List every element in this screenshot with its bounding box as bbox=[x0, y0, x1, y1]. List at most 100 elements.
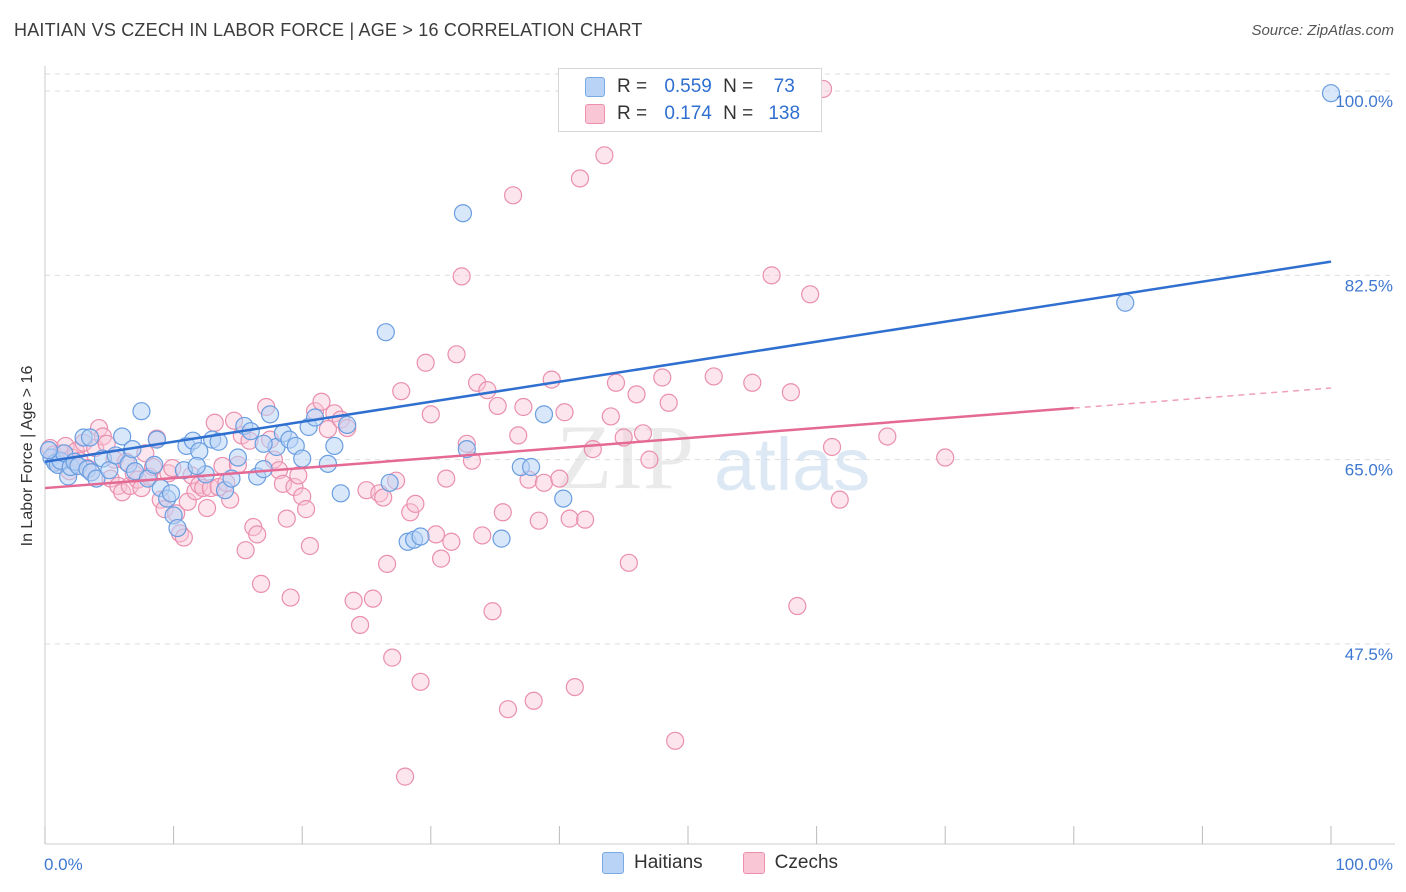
czech-point bbox=[509, 426, 528, 445]
n-label: N = bbox=[723, 103, 754, 124]
haitian-point bbox=[254, 434, 273, 453]
czech-point bbox=[452, 267, 471, 286]
czech-point bbox=[498, 700, 518, 719]
czech-point bbox=[576, 510, 595, 529]
czech-point bbox=[248, 525, 267, 544]
czech-point bbox=[822, 437, 842, 457]
haitian-point bbox=[161, 484, 181, 503]
czechs-legend-swatch bbox=[742, 852, 765, 874]
czech-point bbox=[281, 588, 300, 607]
czech-point bbox=[666, 731, 685, 750]
czechs-legend-label: Czechs bbox=[774, 852, 839, 873]
haitian-point bbox=[39, 441, 58, 460]
czech-point bbox=[627, 385, 646, 404]
czechs-n-value: 138 bbox=[768, 103, 801, 124]
haitians-trend-line bbox=[44, 260, 1332, 463]
czech-point bbox=[524, 691, 543, 710]
czechs-trend-extension bbox=[1073, 387, 1332, 409]
czech-point bbox=[392, 382, 411, 401]
haitian-point bbox=[338, 415, 357, 434]
czech-point bbox=[488, 396, 507, 416]
czech-point bbox=[377, 554, 397, 573]
haitian-point bbox=[113, 427, 132, 446]
czech-point bbox=[936, 448, 955, 467]
haitian-point bbox=[254, 460, 273, 479]
series-legend: Haitians Czechs bbox=[602, 852, 878, 874]
haitian-point bbox=[1116, 293, 1135, 312]
czech-point bbox=[478, 381, 497, 400]
czech-point bbox=[704, 367, 723, 386]
tick-labels: 47.5% 65.0% 82.5% 100.0% 0.0% 100.0% bbox=[44, 92, 1393, 874]
czech-point bbox=[251, 574, 271, 593]
haitian-point bbox=[376, 323, 395, 342]
czech-point bbox=[483, 602, 502, 621]
haitian-point bbox=[187, 456, 206, 476]
czech-point bbox=[653, 368, 672, 387]
haitian-point bbox=[492, 529, 511, 548]
czech-point bbox=[781, 383, 800, 402]
y-tick-label: 47.5% bbox=[1345, 645, 1393, 664]
czech-point bbox=[583, 440, 602, 459]
haitian-point bbox=[457, 440, 476, 459]
czech-point bbox=[344, 591, 363, 610]
czech-point bbox=[570, 169, 590, 188]
czech-point bbox=[560, 509, 579, 528]
czech-point bbox=[285, 477, 304, 497]
czech-point bbox=[534, 473, 554, 492]
czech-point bbox=[411, 672, 430, 691]
czech-point bbox=[555, 403, 574, 422]
czechs-trend-line bbox=[44, 406, 1074, 490]
czech-point bbox=[830, 490, 849, 509]
haitian-point bbox=[453, 204, 473, 223]
czech-point bbox=[447, 345, 466, 364]
czech-point bbox=[296, 500, 316, 519]
czech-point bbox=[426, 525, 446, 544]
czechs-swatch bbox=[585, 104, 605, 124]
czech-point bbox=[312, 392, 331, 411]
haitian-point bbox=[228, 448, 247, 467]
legend-item-haitians[interactable]: Haitians bbox=[602, 852, 703, 874]
haitians-r-value: 0.559 bbox=[664, 76, 712, 97]
czech-point bbox=[659, 393, 678, 412]
x-tick-label: 100.0% bbox=[1335, 855, 1393, 874]
czech-point bbox=[550, 469, 569, 488]
source-credit: Source: ZipAtlas.com bbox=[1251, 22, 1394, 39]
czechs-r-value: 0.174 bbox=[664, 103, 712, 124]
czech-point bbox=[205, 413, 224, 432]
haitians-n-value: 73 bbox=[773, 76, 795, 97]
legend-item-czechs[interactable]: Czechs bbox=[742, 852, 839, 874]
haitians-legend-swatch bbox=[602, 852, 624, 874]
haitian-point bbox=[522, 457, 541, 477]
czech-point bbox=[289, 466, 308, 485]
czech-point bbox=[350, 615, 370, 635]
n-label: N = bbox=[723, 76, 754, 97]
czech-point bbox=[383, 648, 402, 667]
czech-point bbox=[565, 677, 584, 697]
czech-point bbox=[878, 427, 897, 446]
haitian-point bbox=[1321, 84, 1341, 103]
r-label: R = bbox=[617, 76, 648, 97]
haitian-point bbox=[132, 402, 151, 421]
czech-point bbox=[493, 503, 512, 522]
czech-point bbox=[619, 553, 638, 572]
czech-point bbox=[406, 494, 425, 513]
x-tick-label: 0.0% bbox=[44, 855, 83, 874]
czech-point bbox=[363, 589, 383, 608]
haitian-point bbox=[305, 408, 325, 427]
haitian-point bbox=[411, 527, 430, 546]
haitian-point bbox=[380, 473, 399, 492]
czech-point bbox=[300, 536, 320, 556]
haitians-legend-label: Haitians bbox=[634, 852, 703, 873]
legend-row-czechs: R = 0.174 N = 138 bbox=[585, 102, 809, 126]
legend-row-haitians: R = 0.559 N = 73 bbox=[585, 75, 809, 99]
trend-lines bbox=[44, 260, 1332, 490]
czech-point bbox=[318, 419, 338, 439]
czech-point bbox=[529, 511, 548, 530]
haitian-point bbox=[318, 454, 338, 473]
y-tick-label: 65.0% bbox=[1345, 461, 1393, 480]
czech-point bbox=[273, 474, 293, 493]
r-label: R = bbox=[617, 103, 648, 124]
czech-point bbox=[514, 397, 533, 417]
haitian-point bbox=[168, 518, 187, 538]
